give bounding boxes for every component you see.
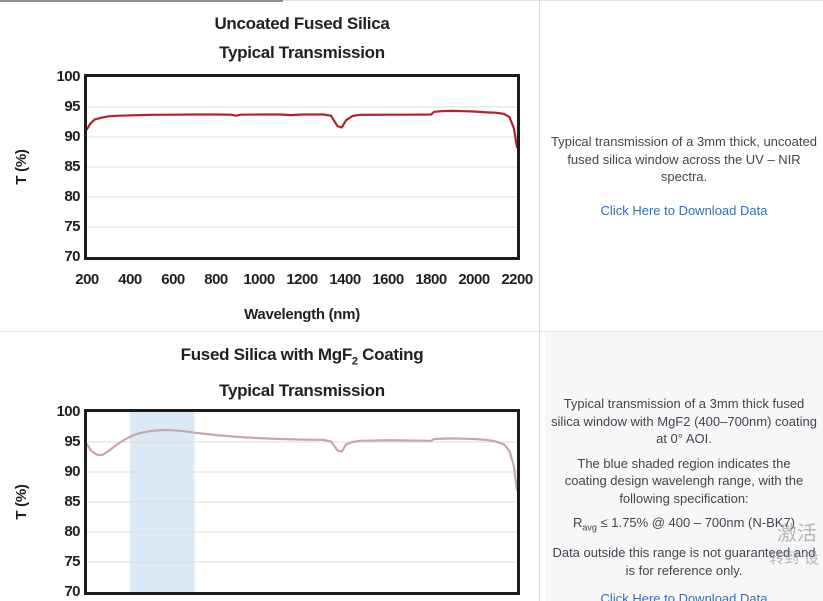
spec-avg-subscript: avg (582, 522, 597, 533)
x-axis-title: Wavelength (nm) (244, 306, 360, 323)
coating-spec-line: Ravg ≤ 1.75% @ 400 – 700nm (N-BK7) (545, 514, 823, 537)
y-tick-label: 100 (56, 403, 80, 420)
x-tick-label: 1400 (329, 271, 361, 288)
coated-chart-title-line2: Typical Transmission (219, 381, 385, 401)
coated-caption-paragraph3: Data outside this range is not guarantee… (552, 545, 816, 578)
transmission-chart-2 (84, 409, 520, 595)
uncoated-download-data-link[interactable]: Click Here to Download Data (600, 202, 768, 218)
plot-frame (84, 74, 520, 260)
coated-caption-paragraph1: Typical transmission of a 3mm thick fuse… (551, 396, 817, 446)
spec-r: R (573, 515, 583, 530)
uncoated-chart-title-line1: Uncoated Fused Silica (214, 14, 390, 33)
uncoated-chart-title: Uncoated Fused Silica Typical Transmissi… (87, 9, 517, 67)
coated-title-post: Coating (357, 345, 424, 364)
y-tick-label: 90 (64, 128, 80, 145)
coated-chart-title-line1: Fused Silica with MgF2 Coating (87, 340, 517, 376)
x-tick-label: 2200 (501, 271, 533, 288)
spec-value: ≤ 1.75% @ 400 – 700nm (N-BK7) (596, 515, 795, 530)
horizontal-divider (0, 331, 823, 332)
y-tick-label: 75 (64, 218, 80, 235)
y-tick-label: 95 (64, 98, 80, 115)
windows-activation-watermark-line2: 转到“设 (769, 550, 819, 567)
y-tick-label: 85 (64, 493, 80, 510)
coated-caption-paragraph2: The blue shaded region indicates the coa… (564, 455, 804, 506)
transmission-curve (85, 109, 519, 149)
x-tick-label: 1200 (286, 271, 318, 288)
coated-caption-panel: Typical transmission of a 3mm thick fuse… (545, 332, 823, 601)
x-tick-label: 1600 (372, 271, 404, 288)
y-axis-title: T (%) (13, 149, 30, 185)
top-border-light-segment (283, 0, 823, 1)
plot-frame (84, 409, 520, 595)
transmission-chart-1 (84, 74, 520, 260)
top-border-dark-segment (0, 0, 283, 2)
uncoated-chart-title-line2: Typical Transmission (219, 43, 385, 62)
vertical-divider (539, 0, 540, 601)
coated-title-subscript: 2 (351, 355, 358, 368)
y-tick-label: 75 (64, 553, 80, 570)
y-tick-label: 85 (64, 158, 80, 175)
x-tick-label: 800 (204, 271, 228, 288)
uncoated-caption-text: Typical transmission of a 3mm thick, unc… (551, 134, 817, 184)
x-tick-label: 400 (118, 271, 142, 288)
x-tick-label: 1000 (243, 271, 275, 288)
y-tick-label: 80 (64, 523, 80, 540)
x-tick-label: 600 (161, 271, 185, 288)
coated-caption-content: Typical transmission of a 3mm thick fuse… (545, 395, 823, 601)
x-tick-label: 1800 (415, 271, 447, 288)
y-tick-label: 70 (64, 583, 80, 600)
y-tick-label: 95 (64, 433, 80, 450)
uncoated-caption-block: Typical transmission of a 3mm thick, unc… (545, 133, 823, 219)
coated-title-pre: Fused Silica with MgF (180, 345, 353, 364)
y-axis-title: T (%) (13, 484, 30, 520)
coated-chart-title: Fused Silica with MgF2 Coating Typical T… (87, 340, 517, 405)
x-tick-label: 200 (75, 271, 99, 288)
y-tick-label: 70 (64, 248, 80, 265)
x-tick-label: 2000 (458, 271, 490, 288)
y-tick-label: 100 (56, 68, 80, 85)
y-tick-label: 90 (64, 463, 80, 480)
windows-activation-watermark-line1: 激活 (777, 523, 817, 545)
transmission-curve (85, 428, 519, 492)
y-tick-label: 80 (64, 188, 80, 205)
coated-download-data-link[interactable]: Click Here to Download Data (600, 591, 768, 601)
